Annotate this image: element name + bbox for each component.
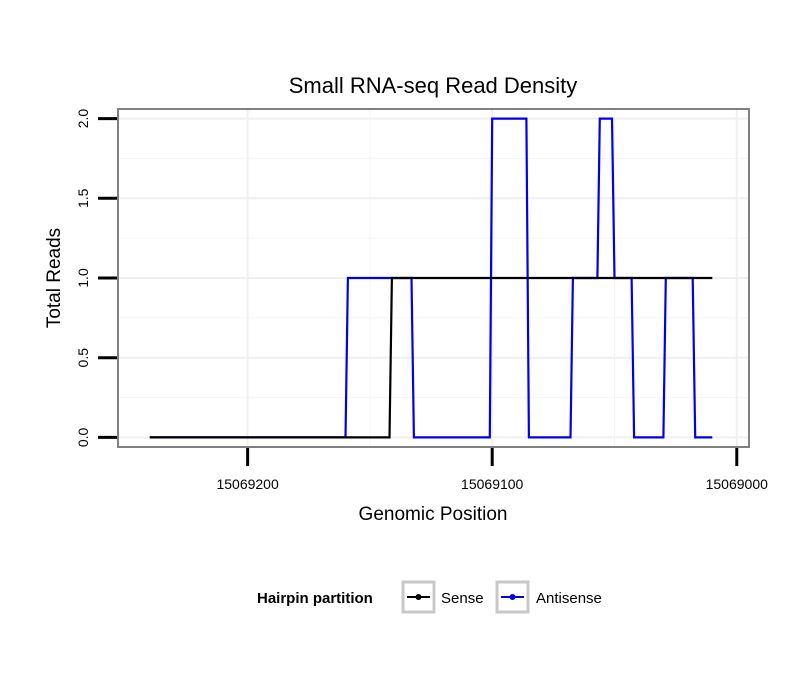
legend-title: Hairpin partition xyxy=(257,590,373,607)
x-tick-label-0: 15069200 xyxy=(216,476,279,492)
x-tick-label-1: 15069100 xyxy=(461,476,524,492)
x-axis-label: Genomic Position xyxy=(359,504,508,525)
chart-title: Small RNA-seq Read Density xyxy=(289,73,578,98)
legend-key-dot-sense xyxy=(415,594,422,600)
series-line-sense xyxy=(149,276,713,439)
x-tick-label-2: 15069000 xyxy=(706,476,769,492)
legend: Hairpin partition Sense Antisense xyxy=(257,580,602,614)
y-tick-label-2: 1.0 xyxy=(75,268,91,288)
series-group xyxy=(149,117,713,439)
y-axis: 0.0 0.5 1.0 1.5 2.0 xyxy=(75,109,117,447)
legend-key-dot-antisense xyxy=(509,594,516,600)
x-axis: 15069200 15069100 15069000 xyxy=(216,448,768,492)
legend-label-antisense: Antisense xyxy=(536,590,602,607)
y-tick-label-1: 0.5 xyxy=(75,348,91,368)
plot-border xyxy=(117,108,750,448)
y-tick-label-0: 0.0 xyxy=(75,427,91,447)
legend-label-sense: Sense xyxy=(441,590,484,607)
y-tick-label-4: 2.0 xyxy=(75,109,91,129)
y-tick-label-3: 1.5 xyxy=(75,188,91,208)
legend-item-antisense: Antisense xyxy=(495,580,602,614)
legend-item-sense: Sense xyxy=(401,580,484,614)
y-axis-label: Total Reads xyxy=(44,228,65,328)
